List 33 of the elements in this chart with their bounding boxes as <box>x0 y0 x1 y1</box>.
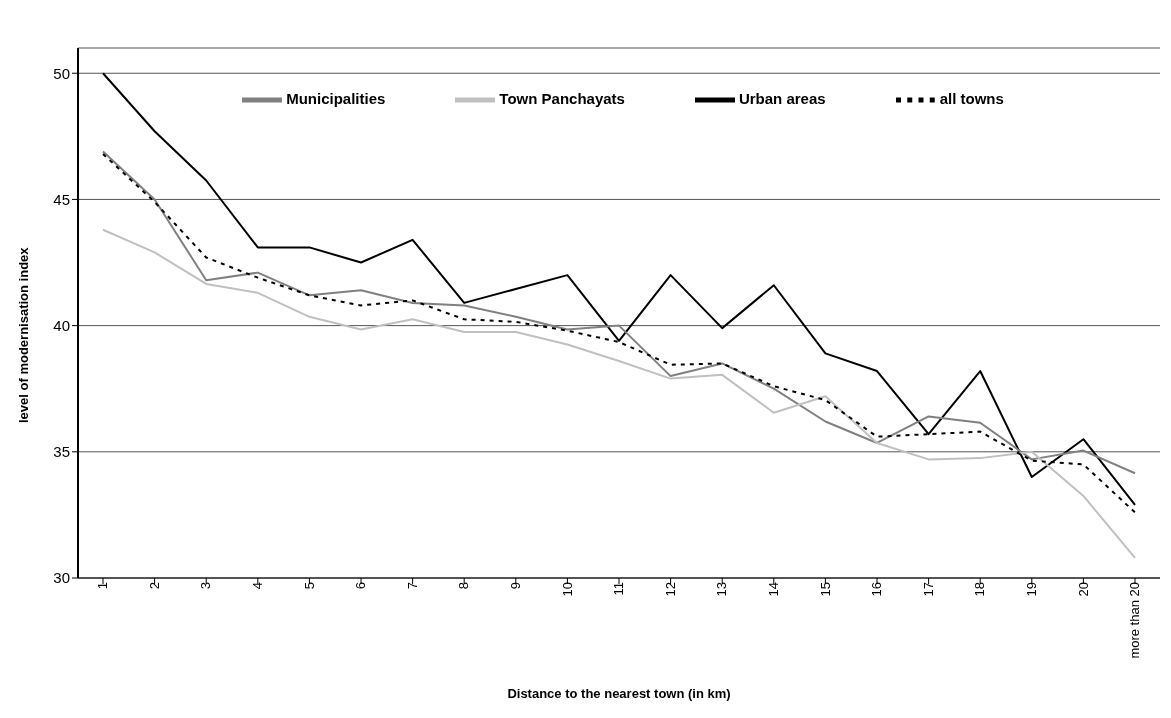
x-tick-label: 6 <box>353 582 369 590</box>
legend-label: Town Panchayats <box>499 89 625 107</box>
y-axis-title: level of modernisation index <box>15 246 31 423</box>
y-tick-label: 30 <box>53 569 70 587</box>
x-tick-label: 4 <box>250 582 266 590</box>
y-tick-label: 40 <box>53 316 70 334</box>
legend-label: Municipalities <box>286 89 386 107</box>
x-tick-label: 20 <box>1075 582 1091 597</box>
x-tick-label: 11 <box>611 582 627 596</box>
x-tick-label: 19 <box>1024 582 1040 597</box>
x-tick-label: 8 <box>456 582 472 590</box>
legend-label: Urban areas <box>738 89 826 107</box>
x-tick-label: more than 20 <box>1127 582 1143 659</box>
x-tick-label: 13 <box>714 582 730 597</box>
x-tick-label: 7 <box>404 582 420 590</box>
x-tick-label: 9 <box>508 582 524 590</box>
x-tick-label: 16 <box>869 582 885 597</box>
x-tick-label: 17 <box>920 582 936 597</box>
x-tick-label: 2 <box>146 582 162 590</box>
x-tick-label: 10 <box>559 582 575 597</box>
x-tick-label: 12 <box>662 582 678 597</box>
y-tick-label: 50 <box>53 64 70 82</box>
line-series <box>102 228 1136 559</box>
x-tick-label: 1 <box>95 582 111 590</box>
x-axis-title: Distance to the nearest town (in km) <box>507 686 731 701</box>
x-tick-label: 14 <box>766 582 782 597</box>
x-tick-label: 18 <box>972 582 988 597</box>
y-tick-label: 45 <box>53 190 70 208</box>
x-tick-label: 5 <box>301 582 317 590</box>
x-tick-label: 3 <box>198 582 214 590</box>
y-tick-label: 35 <box>53 443 70 461</box>
x-tick-label: 15 <box>817 582 833 597</box>
legend-label: all towns <box>939 89 1004 107</box>
